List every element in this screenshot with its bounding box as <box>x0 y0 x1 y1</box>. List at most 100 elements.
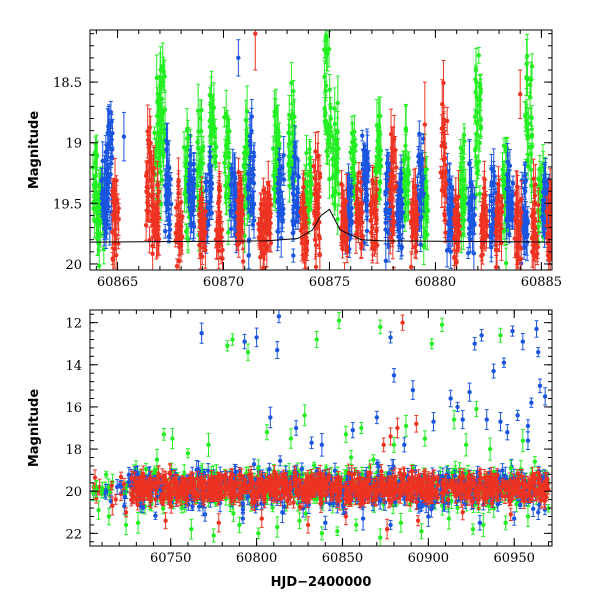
outlier-point-green <box>451 409 457 430</box>
data-point-red <box>147 226 152 254</box>
data-point-green <box>242 218 247 253</box>
outlier-point-green <box>230 333 235 346</box>
y-tick-label: 18.5 <box>53 76 82 91</box>
outlier-point-blue <box>276 310 282 324</box>
outlier-point-blue <box>525 419 531 433</box>
outlier-point-blue <box>477 515 483 531</box>
outlier-point-blue <box>501 357 507 368</box>
data-point-green <box>524 33 530 79</box>
outlier-point-blue <box>350 421 355 439</box>
outlier-point-green <box>371 454 376 465</box>
outlier-point-green <box>170 427 175 450</box>
x-tick-label: 60870 <box>203 275 244 290</box>
outlier-point-green <box>319 526 325 541</box>
outlier-point-red <box>305 516 311 534</box>
outlier-point-blue <box>254 327 259 348</box>
data-point-green <box>226 115 231 168</box>
y-tick-label: 22 <box>65 527 82 542</box>
data-point-green <box>305 172 310 199</box>
data-point-green <box>195 83 201 138</box>
outlier-point-blue <box>323 515 328 530</box>
data-point-blue <box>383 243 389 270</box>
outlier-point-red <box>343 507 349 526</box>
data-point-green <box>152 126 157 140</box>
outlier-point-green <box>520 429 526 453</box>
outlier-point-blue <box>199 322 204 344</box>
outlier-point-green <box>446 507 452 530</box>
outlier-point-green <box>123 514 129 536</box>
x-tick-label: 60875 <box>309 275 350 290</box>
data-point-green <box>184 223 189 240</box>
outlier-point-blue <box>431 412 436 432</box>
outlier-point-blue <box>202 507 208 522</box>
isolated-point-red <box>422 81 428 168</box>
data-point-green <box>332 186 337 198</box>
outlier-point-blue <box>498 412 503 432</box>
data-point-green <box>460 139 465 164</box>
data-point-green <box>455 502 460 514</box>
outlier-point-red <box>395 417 400 439</box>
outlier-point-green <box>403 414 409 437</box>
y-tick-label: 19.5 <box>53 197 82 212</box>
outlier-point-blue <box>525 431 531 450</box>
outlier-point-green <box>189 518 194 540</box>
data-point-green <box>461 194 467 215</box>
isolated-point-blue <box>121 111 127 162</box>
data-point-green <box>472 133 478 168</box>
data-point-green <box>286 154 291 177</box>
data-point-green <box>224 180 229 216</box>
outlier-point-green <box>335 526 340 537</box>
data-point-green <box>185 127 190 150</box>
data-point-green <box>402 176 407 188</box>
outlier-point-green <box>297 512 302 529</box>
data-point-green <box>158 187 164 221</box>
outlier-point-red <box>216 513 222 533</box>
bottom-data-layer <box>91 310 551 546</box>
data-point-green <box>503 247 509 270</box>
x-tick-label: 60850 <box>322 551 363 566</box>
outlier-point-blue <box>360 506 366 531</box>
isolated-point-red <box>518 69 523 119</box>
x-tick-label: 60900 <box>408 551 449 566</box>
data-point-blue <box>277 455 283 467</box>
data-point-green <box>308 185 313 210</box>
data-point-green <box>462 127 467 155</box>
data-point-green <box>222 151 227 174</box>
outlier-point-green <box>378 528 383 546</box>
outlier-point-green <box>256 527 261 540</box>
data-point-green <box>327 74 332 106</box>
data-point-red <box>113 494 118 505</box>
y-tick-label: 19 <box>65 137 82 152</box>
data-point-red <box>408 251 414 270</box>
data-point-green <box>461 218 466 250</box>
data-point-green <box>291 80 296 103</box>
bottom-x-axis-label: HJD−2400000 <box>271 575 372 590</box>
data-point-blue <box>530 500 536 517</box>
data-point-green <box>476 47 481 64</box>
data-point-green <box>425 218 430 251</box>
y-tick-label: 16 <box>65 401 82 416</box>
data-point-green <box>307 138 312 160</box>
data-point-green <box>96 219 102 251</box>
data-point-green <box>199 99 204 121</box>
outlier-point-blue <box>479 329 484 342</box>
data-point-green <box>196 157 201 178</box>
data-point-blue <box>153 511 158 520</box>
data-point-green <box>304 135 309 172</box>
outlier-point-green <box>264 424 270 441</box>
outlier-point-blue <box>460 410 465 430</box>
data-point-blue <box>246 224 252 255</box>
data-point-green <box>273 98 279 128</box>
data-point-green <box>208 84 214 128</box>
y-tick-label: 14 <box>65 359 82 374</box>
outlier-point-blue <box>534 320 539 338</box>
data-point-green <box>325 34 330 72</box>
data-point-green <box>161 60 166 83</box>
data-point-green <box>160 138 165 164</box>
data-point-green <box>459 181 465 199</box>
isolated-point-blue <box>236 39 241 77</box>
outlier-point-blue <box>510 325 515 337</box>
x-tick-label: 60750 <box>150 551 191 566</box>
outlier-point-red <box>400 314 405 331</box>
outlier-point-green <box>470 523 476 535</box>
